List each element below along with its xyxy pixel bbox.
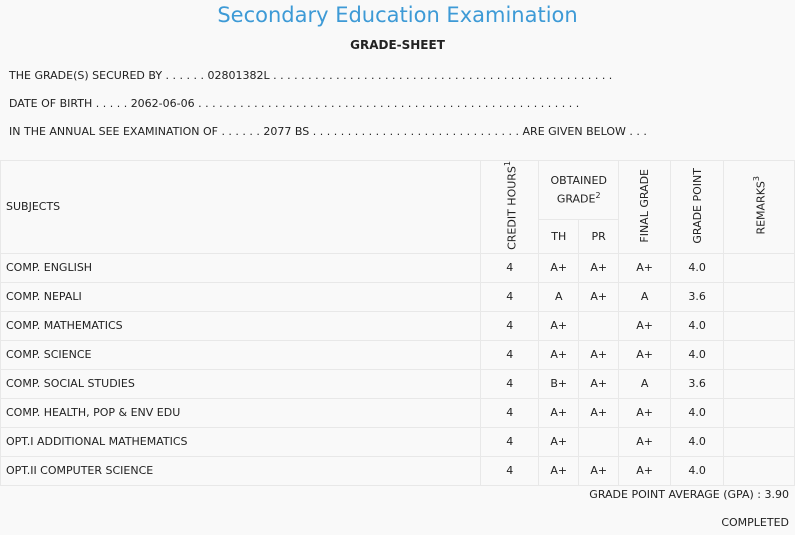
grade-point-cell: 4.0	[670, 397, 725, 428]
grade-point-cell: 4.0	[670, 426, 725, 457]
exam-label: IN THE ANNUAL SEE EXAMINATION OF . . . .…	[9, 125, 264, 138]
grade-point-cell: 4.0	[670, 252, 725, 283]
final-grade-header: FINAL GRADE	[618, 160, 672, 254]
page-title: Secondary Education Examination	[217, 3, 578, 27]
subjects-header: SUBJECTS	[0, 160, 482, 254]
grade-point-cell: 3.6	[670, 281, 725, 312]
remarks-cell	[723, 397, 795, 428]
credit-hours-cell: 4	[480, 310, 540, 341]
subject-cell: OPT.I ADDITIONAL MATHEMATICS	[0, 426, 482, 457]
table-row: COMP. MATHEMATICS 4 A+ A+ 4.0	[0, 310, 795, 341]
practical-grade-cell	[578, 426, 620, 457]
secured-by-label: THE GRADE(S) SECURED BY . . . . . .	[9, 69, 208, 82]
subject-cell: COMP. SOCIAL STUDIES	[0, 368, 482, 399]
practical-grade-cell: A+	[578, 368, 620, 399]
grade-sheet-heading: GRADE-SHEET	[350, 38, 445, 52]
practical-grade-cell: A+	[578, 281, 620, 312]
credit-hours-cell: 4	[480, 455, 540, 486]
remarks-cell	[723, 339, 795, 370]
credit-hours-cell: 4	[480, 339, 540, 370]
secured-by-line: THE GRADE(S) SECURED BY . . . . . . 0280…	[9, 69, 612, 82]
table-row: COMP. SOCIAL STUDIES 4 B+ A+ A 3.6	[0, 368, 795, 399]
credit-hours-header: CREDIT HOURS1	[480, 160, 540, 254]
dob-label: DATE OF BIRTH . . . . .	[9, 97, 131, 110]
final-grade-cell: A+	[618, 397, 672, 428]
grade-point-cell: 4.0	[670, 339, 725, 370]
grade-point-cell: 4.0	[670, 455, 725, 486]
final-grade-cell: A	[618, 281, 672, 312]
gpa-line: GRADE POINT AVERAGE (GPA) : 3.90	[589, 488, 789, 501]
theory-grade-cell: A+	[538, 339, 580, 370]
final-grade-cell: A+	[618, 426, 672, 457]
symbol-number: 02801382L	[207, 69, 270, 82]
table-row: COMP. ENGLISH 4 A+ A+ A+ 4.0	[0, 252, 795, 283]
practical-grade-cell: A+	[578, 397, 620, 428]
remarks-cell	[723, 368, 795, 399]
exam-suffix: . . . . . . . . . . . . . . . . . . . . …	[309, 125, 647, 138]
table-row: COMP. HEALTH, POP & ENV EDU 4 A+ A+ A+ 4.0	[0, 397, 795, 428]
final-grade-cell: A+	[618, 339, 672, 370]
theory-grade-cell: A	[538, 281, 580, 312]
final-grade-cell: A+	[618, 310, 672, 341]
dob-dots: . . . . . . . . . . . . . . . . . . . . …	[194, 97, 580, 110]
pr-header: PR	[578, 219, 620, 254]
th-header: TH	[538, 219, 580, 254]
grade-point-header: GRADE POINT	[670, 160, 725, 254]
secured-by-dots: . . . . . . . . . . . . . . . . . . . . …	[269, 69, 613, 82]
table-row: COMP. SCIENCE 4 A+ A+ A+ 4.0	[0, 339, 795, 370]
grade-table: SUBJECTS CREDIT HOURS1 OBTAINED GRADE2 F…	[0, 160, 795, 486]
remarks-cell	[723, 252, 795, 283]
practical-grade-cell: A+	[578, 339, 620, 370]
subject-cell: COMP. HEALTH, POP & ENV EDU	[0, 397, 482, 428]
obtained-grade-header: OBTAINED GRADE2	[538, 160, 620, 220]
remarks-cell	[723, 455, 795, 486]
credit-hours-cell: 4	[480, 397, 540, 428]
final-grade-cell: A	[618, 368, 672, 399]
table-row: OPT.II COMPUTER SCIENCE 4 A+ A+ A+ 4.0	[0, 455, 795, 486]
practical-grade-cell: A+	[578, 252, 620, 283]
theory-grade-cell: B+	[538, 368, 580, 399]
credit-hours-cell: 4	[480, 252, 540, 283]
subject-cell: OPT.II COMPUTER SCIENCE	[0, 455, 482, 486]
credit-hours-cell: 4	[480, 281, 540, 312]
credit-hours-cell: 4	[480, 368, 540, 399]
final-grade-cell: A+	[618, 455, 672, 486]
final-grade-cell: A+	[618, 252, 672, 283]
subject-cell: COMP. SCIENCE	[0, 339, 482, 370]
remarks-cell	[723, 310, 795, 341]
practical-grade-cell	[578, 310, 620, 341]
grade-point-cell: 4.0	[670, 310, 725, 341]
gpa-value: 3.90	[764, 488, 790, 501]
dob-value: 2062-06-06	[130, 97, 195, 110]
gpa-label: GRADE POINT AVERAGE (GPA) :	[589, 488, 765, 501]
subject-cell: COMP. MATHEMATICS	[0, 310, 482, 341]
status-text: COMPLETED	[721, 516, 789, 529]
exam-line: IN THE ANNUAL SEE EXAMINATION OF . . . .…	[9, 125, 647, 138]
dob-line: DATE OF BIRTH . . . . . 2062-06-06 . . .…	[9, 97, 579, 110]
table-row: COMP. NEPALI 4 A A+ A 3.6	[0, 281, 795, 312]
remarks-cell	[723, 281, 795, 312]
table-row: OPT.I ADDITIONAL MATHEMATICS 4 A+ A+ 4.0	[0, 426, 795, 457]
theory-grade-cell: A+	[538, 310, 580, 341]
theory-grade-cell: A+	[538, 252, 580, 283]
theory-grade-cell: A+	[538, 455, 580, 486]
subject-cell: COMP. ENGLISH	[0, 252, 482, 283]
grade-point-cell: 3.6	[670, 368, 725, 399]
remarks-header: REMARKS3	[723, 160, 795, 254]
theory-grade-cell: A+	[538, 397, 580, 428]
credit-hours-cell: 4	[480, 426, 540, 457]
subject-cell: COMP. NEPALI	[0, 281, 482, 312]
exam-year: 2077 BS	[263, 125, 310, 138]
practical-grade-cell: A+	[578, 455, 620, 486]
remarks-cell	[723, 426, 795, 457]
theory-grade-cell: A+	[538, 426, 580, 457]
